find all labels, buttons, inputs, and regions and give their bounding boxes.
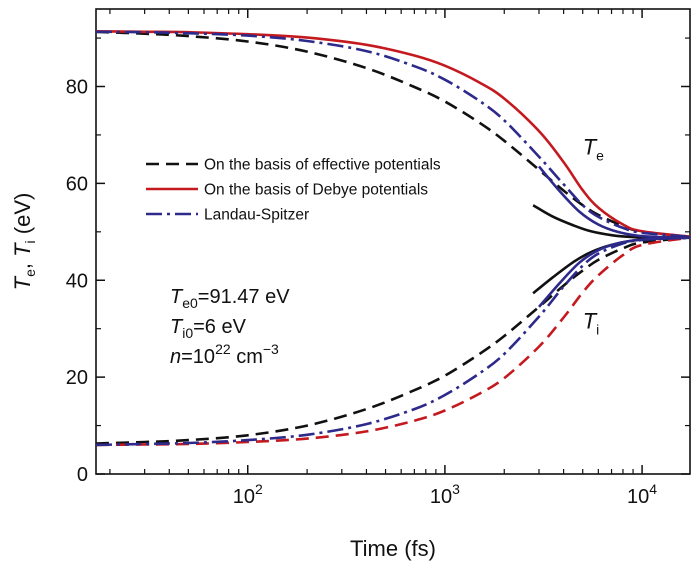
y-axis-sub-e: e [22,269,38,277]
legend-label: Landau-Spitzer [204,207,309,224]
legend-label: On the basis of Debye potentials [204,182,428,199]
param-sub: i0 [182,325,193,341]
param-line-2: n=1022 cm−3 [170,341,279,368]
y-axis-sub-i: i [22,240,38,243]
param-symbol: n [170,346,181,368]
param-line-0: Te0=91.47 eV [170,286,290,311]
series-line-9 [538,236,691,308]
y-axis-symbol-te: T [10,275,35,290]
series-line-1 [95,30,691,238]
curve-label-symbol: T [583,309,598,334]
y-tick-label: 20 [66,367,88,389]
x-tick-label: 103 [430,481,460,508]
x-tick-exponent: 4 [649,481,657,497]
curve-label-sub: i [596,322,599,338]
series-line-3 [95,236,691,445]
x-axis-title: Time (fs) [350,536,436,561]
y-axis-symbol-ti: T [10,242,35,257]
param-symbol: T [170,316,184,338]
series-line-8 [537,165,691,239]
curves-layer [95,30,691,447]
param-unit-sup: −3 [263,341,279,357]
y-tick-label: 0 [77,464,88,486]
param-value: =10 [181,346,215,368]
x-tick-base: 10 [627,486,649,508]
curve-label-ti: Ti [583,309,600,338]
param-sup: 22 [215,341,231,357]
legend-label: On the basis of effective potentials [204,157,441,174]
param-value: =91.47 eV [198,286,290,308]
x-tick-label: 102 [233,481,263,508]
param-value: =6 eV [193,316,246,338]
y-axis-title: Te, Ti (eV) [10,193,38,291]
y-axis-separator: , [10,257,35,269]
x-tick-exponent: 3 [452,481,460,497]
plot-frame [95,8,691,475]
series-line-4 [95,236,691,447]
series-line-0 [95,30,691,238]
param-symbol: T [170,286,184,308]
x-tick-base: 10 [430,486,452,508]
param-sub: e0 [182,295,198,311]
y-tick-label: 80 [66,77,88,99]
x-tick-base: 10 [233,486,255,508]
param-unit: cm [231,346,263,368]
y-axis-unit: (eV) [10,193,35,241]
series-line-2 [95,30,691,238]
param-line-1: Ti0=6 eV [170,316,247,341]
legend: On the basis of effective potentials On t… [146,157,441,224]
x-tick-exponent: 2 [255,481,263,497]
curve-label-symbol: T [583,134,598,159]
series-line-5 [95,236,691,447]
y-tick-label: 40 [66,270,88,292]
x-tick-label: 104 [627,481,657,508]
y-tick-label: 60 [66,173,88,195]
curve-label-te: Te [583,134,604,163]
curve-label-sub: e [596,147,604,163]
